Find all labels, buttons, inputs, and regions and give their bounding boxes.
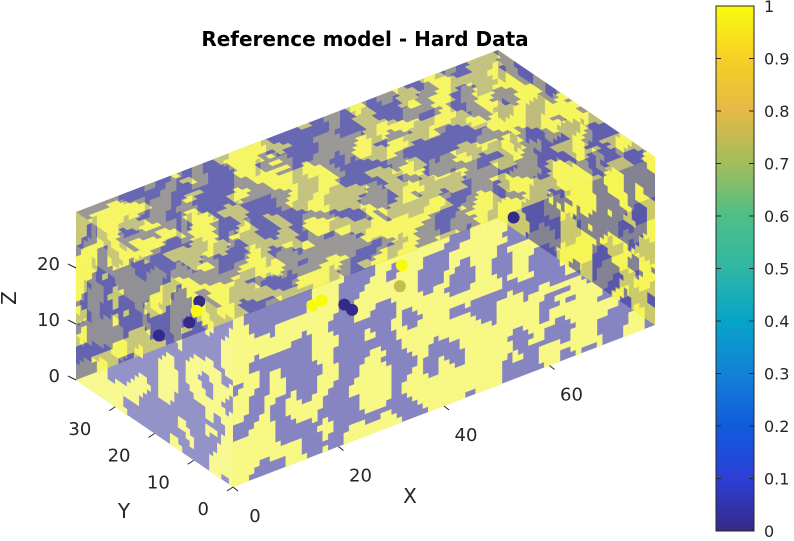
colorbar-tick-label-0: 0 [764, 522, 774, 541]
x-tick-label-0: 0 [249, 506, 260, 527]
z-tick-mark-0 [67, 375, 77, 381]
y-tick-label-3: 30 [68, 419, 91, 440]
z-tick-mark-1 [67, 319, 77, 325]
data-point-3 [193, 295, 206, 308]
colorbar-tick-label-5: 0.5 [764, 260, 789, 279]
y-tick-mark-1 [187, 459, 195, 465]
data-point-10 [183, 316, 196, 329]
data-point-7 [507, 211, 520, 224]
x-tick-label-3: 60 [560, 385, 583, 406]
top-face-z30 [76, 50, 656, 320]
colorbar-tick-label-6: 0.6 [764, 207, 789, 226]
x-tick-mark-3 [549, 365, 555, 370]
x-axis-label: X [403, 484, 417, 508]
colorbar: 0 0.1 0.2 0.3 0.4 0.5 0.6 0.7 0.8 0.9 1 [715, 0, 789, 541]
hard-data-points [152, 211, 520, 342]
colorbar-tick-label-9: 0.9 [764, 50, 789, 69]
y-tick-label-2: 20 [108, 446, 131, 467]
data-point-9 [152, 329, 165, 342]
voxel-volume [75, 49, 656, 488]
y-tick-mark-3 [108, 406, 116, 412]
x-tick-label-1: 20 [349, 466, 372, 487]
colorbar-tick-label-7: 0.7 [764, 155, 789, 174]
z-tick-label-1: 10 [37, 310, 60, 331]
z-tick-label-2: 20 [37, 254, 60, 275]
colorbar-tick-label-3: 0.3 [764, 365, 789, 384]
data-point-8 [190, 304, 203, 317]
chart-title: Reference model - Hard Data [201, 27, 528, 51]
z-tick-label-0: 0 [49, 366, 60, 387]
x-tick-mark-1 [338, 446, 344, 451]
x-tick-mark-0 [232, 486, 239, 492]
x-tick-label-2: 40 [455, 425, 478, 446]
colorbar-tick-label-2: 0.2 [764, 417, 789, 436]
colorbar-tick-label-10: 1 [764, 0, 774, 16]
data-point-2 [315, 294, 328, 307]
x-tick-mark-2 [443, 405, 450, 411]
colorbar-tick-label-8: 0.8 [764, 102, 789, 121]
data-point-1 [306, 299, 319, 312]
z-axis-label: Z [0, 291, 21, 305]
y-tick-mark-2 [148, 433, 155, 438]
data-point-5 [346, 303, 359, 316]
y-tick-label-1: 10 [147, 472, 170, 493]
z-tick-mark-2 [67, 263, 77, 269]
y-tick-label-0: 0 [198, 499, 209, 520]
colorbar-gradient [715, 5, 755, 532]
colorbar-tick-label-1: 0.1 [764, 470, 789, 489]
data-point-0 [395, 259, 408, 272]
y-tick-mark-0 [226, 486, 234, 492]
y-axis-label: Y [117, 499, 131, 523]
colorbar-tick-label-4: 0.4 [764, 312, 789, 331]
axes: 0 20 40 60 0 10 20 30 0 10 20 [37, 254, 583, 527]
data-point-6 [393, 280, 406, 293]
